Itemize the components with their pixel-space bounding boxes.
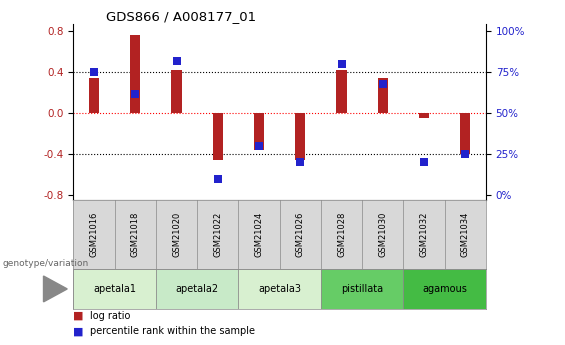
Text: GSM21016: GSM21016 bbox=[90, 212, 98, 257]
Bar bbox=[460, 113, 471, 154]
Bar bbox=[377, 78, 388, 113]
Bar bbox=[156, 269, 238, 309]
Bar bbox=[336, 70, 347, 113]
Point bbox=[296, 159, 305, 165]
Bar bbox=[73, 269, 156, 309]
Text: GSM21028: GSM21028 bbox=[337, 212, 346, 257]
Text: genotype/variation: genotype/variation bbox=[3, 259, 89, 268]
Text: GDS866 / A008177_01: GDS866 / A008177_01 bbox=[106, 10, 257, 23]
Point bbox=[89, 69, 99, 75]
Bar bbox=[321, 269, 403, 309]
Bar bbox=[130, 36, 141, 113]
Text: apetala1: apetala1 bbox=[93, 284, 136, 294]
Bar bbox=[212, 113, 223, 160]
Text: apetala3: apetala3 bbox=[258, 284, 301, 294]
Bar bbox=[89, 78, 99, 113]
Bar bbox=[171, 70, 182, 113]
Bar bbox=[419, 113, 429, 118]
Text: pistillata: pistillata bbox=[341, 284, 383, 294]
Bar bbox=[295, 113, 306, 160]
Text: apetala2: apetala2 bbox=[176, 284, 219, 294]
Text: GSM21032: GSM21032 bbox=[420, 212, 428, 257]
Text: GSM21026: GSM21026 bbox=[296, 212, 305, 257]
Text: log ratio: log ratio bbox=[90, 311, 131, 321]
Text: GSM21018: GSM21018 bbox=[131, 212, 140, 257]
Text: percentile rank within the sample: percentile rank within the sample bbox=[90, 326, 255, 336]
Point bbox=[254, 143, 263, 149]
Bar bbox=[254, 113, 264, 150]
Text: GSM21020: GSM21020 bbox=[172, 212, 181, 257]
Text: GSM21024: GSM21024 bbox=[255, 212, 263, 257]
Point bbox=[461, 151, 470, 157]
Bar bbox=[403, 269, 486, 309]
Point bbox=[419, 159, 429, 165]
Polygon shape bbox=[44, 276, 67, 302]
Text: agamous: agamous bbox=[422, 284, 467, 294]
Point bbox=[379, 81, 388, 87]
Point bbox=[337, 61, 346, 67]
Point bbox=[214, 176, 223, 181]
Text: ■: ■ bbox=[73, 326, 84, 336]
Text: ■: ■ bbox=[73, 311, 84, 321]
Point bbox=[131, 91, 140, 96]
Point bbox=[172, 58, 181, 63]
Bar bbox=[238, 269, 321, 309]
Text: GSM21030: GSM21030 bbox=[379, 212, 387, 257]
Text: GSM21022: GSM21022 bbox=[214, 212, 222, 257]
Text: GSM21034: GSM21034 bbox=[461, 212, 470, 257]
